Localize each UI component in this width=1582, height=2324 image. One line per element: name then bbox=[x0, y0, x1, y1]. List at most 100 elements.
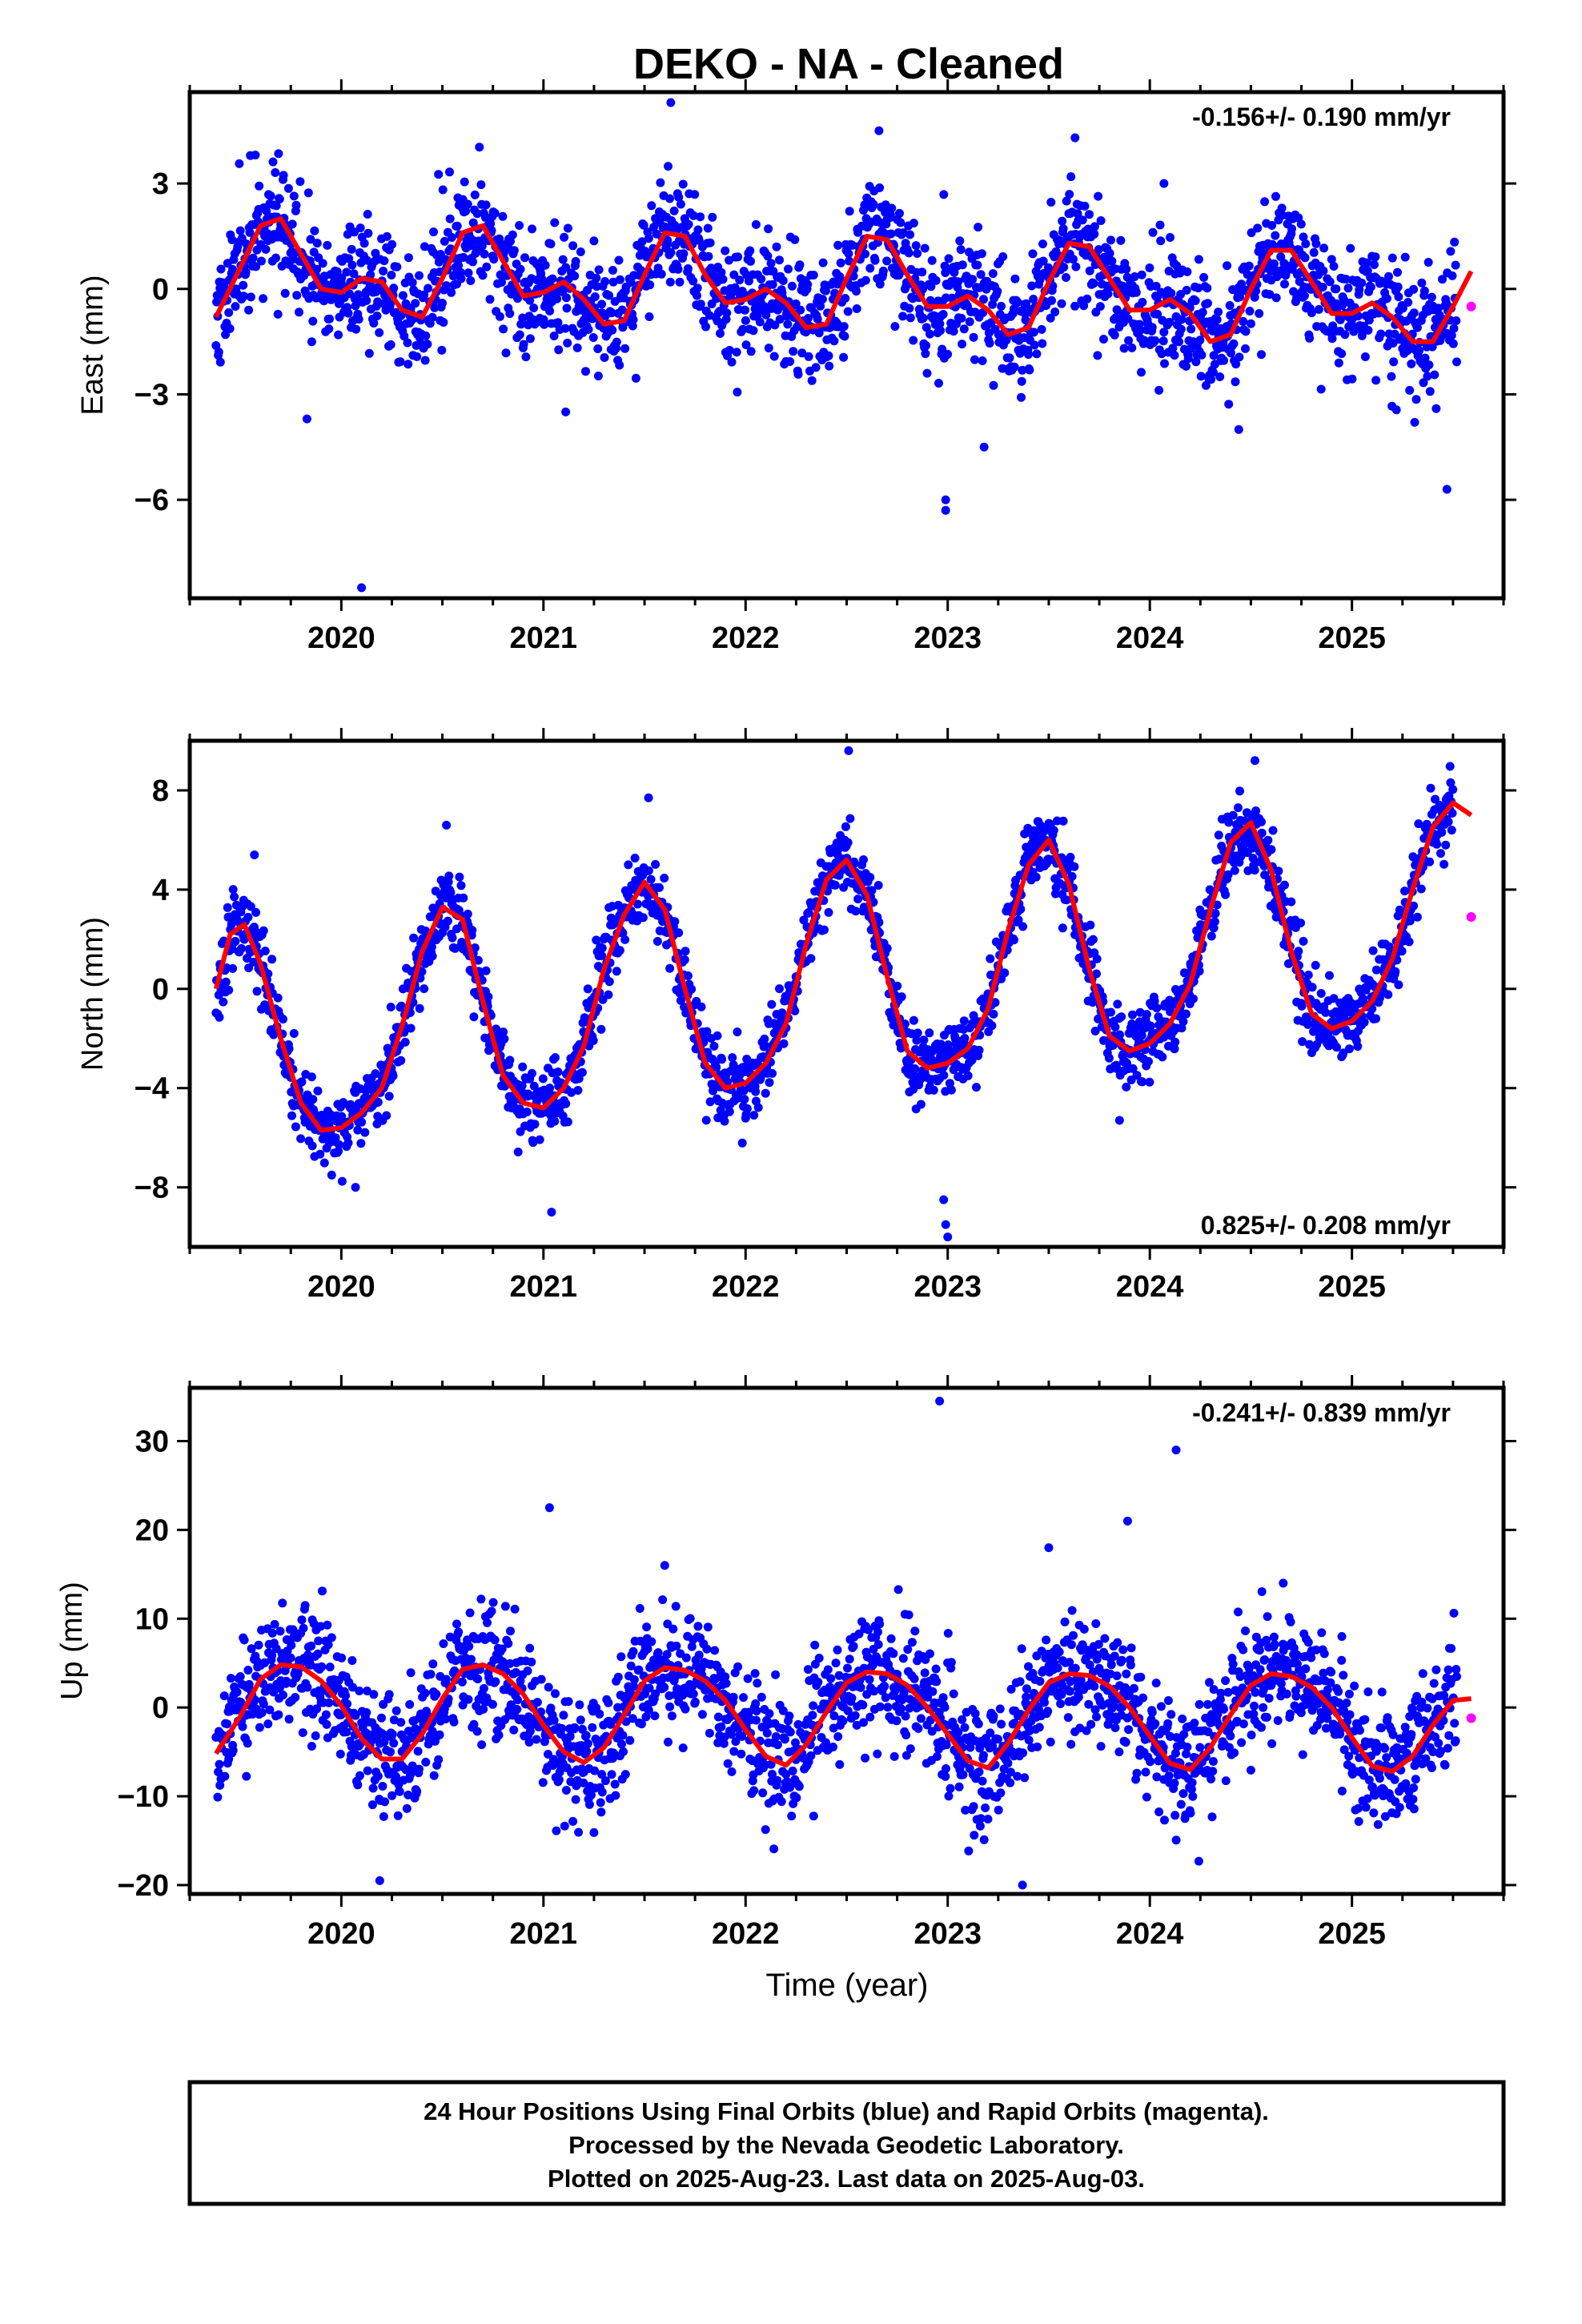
north-daily-point bbox=[343, 1138, 353, 1148]
east-daily-point bbox=[1203, 283, 1212, 293]
north-daily-point bbox=[522, 1108, 532, 1116]
east-daily-point bbox=[1266, 267, 1275, 276]
up-daily-point bbox=[368, 1783, 378, 1793]
east-daily-point bbox=[1156, 236, 1166, 246]
east-daily-point bbox=[375, 328, 384, 337]
east-daily-point bbox=[482, 262, 492, 271]
north-daily-point bbox=[1368, 946, 1378, 955]
up-daily-point bbox=[491, 1677, 500, 1687]
east-daily-point bbox=[931, 275, 941, 285]
east-daily-point bbox=[1424, 360, 1434, 370]
north-daily-point bbox=[448, 933, 457, 943]
east-daily-point bbox=[550, 218, 560, 227]
north-daily-point bbox=[702, 1027, 712, 1036]
east-daily-point bbox=[761, 310, 771, 320]
up-daily-point bbox=[335, 1749, 345, 1759]
east-daily-point bbox=[343, 308, 353, 318]
east-daily-point bbox=[464, 268, 473, 278]
north-rapid-points bbox=[1466, 911, 1476, 922]
east-daily-point bbox=[844, 249, 853, 259]
north-daily-point bbox=[1268, 826, 1278, 835]
east-daily-point bbox=[283, 183, 293, 193]
east-daily-point bbox=[266, 191, 275, 201]
east-daily-point bbox=[497, 278, 506, 287]
east-daily-point bbox=[1257, 350, 1266, 360]
east-daily-point bbox=[268, 157, 278, 167]
east-daily-point bbox=[560, 324, 570, 333]
north-daily-point bbox=[1447, 808, 1457, 818]
figure-title: DEKO - NA - Cleaned bbox=[633, 40, 1064, 88]
east-daily-point bbox=[1085, 266, 1094, 275]
east-daily-point bbox=[1265, 290, 1275, 300]
east-daily-point bbox=[764, 224, 773, 234]
up-daily-point bbox=[396, 1718, 406, 1727]
north-daily-point bbox=[1016, 904, 1026, 914]
east-daily-point bbox=[978, 356, 987, 365]
east-daily-point bbox=[460, 177, 469, 187]
east-daily-point bbox=[411, 299, 420, 308]
east-daily-point bbox=[1182, 267, 1192, 276]
east-daily-point bbox=[895, 208, 904, 218]
east-daily-point bbox=[224, 308, 234, 317]
north-daily-point bbox=[946, 1085, 956, 1095]
north-daily-point bbox=[1267, 845, 1276, 854]
north-daily-point bbox=[243, 912, 253, 922]
east-daily-point bbox=[1099, 335, 1108, 344]
up-daily-point bbox=[369, 1690, 379, 1699]
north-daily-point bbox=[455, 872, 464, 882]
east-daily-point bbox=[1419, 286, 1429, 296]
north-daily-point bbox=[470, 943, 480, 952]
east-daily-point bbox=[470, 190, 480, 199]
north-daily-point bbox=[753, 1103, 763, 1112]
east-daily-point bbox=[1391, 405, 1401, 415]
up-daily-point bbox=[510, 1604, 520, 1614]
east-daily-point bbox=[505, 309, 515, 318]
north-daily-point bbox=[484, 992, 493, 1002]
north-daily-point bbox=[1086, 920, 1095, 930]
up-daily-point bbox=[428, 1659, 438, 1669]
east-daily-point bbox=[1318, 283, 1327, 292]
east-daily-point bbox=[319, 296, 329, 306]
east-daily-point bbox=[896, 218, 905, 227]
north-daily-point bbox=[406, 1023, 416, 1033]
east-daily-point bbox=[581, 367, 590, 376]
north-daily-point bbox=[1030, 830, 1040, 840]
north-daily-point bbox=[779, 1039, 789, 1048]
north-daily-point bbox=[468, 926, 477, 935]
east-daily-point bbox=[701, 322, 710, 332]
east-daily-point bbox=[379, 267, 388, 275]
up-daily-point bbox=[298, 1728, 307, 1738]
north-daily-point bbox=[1446, 778, 1456, 787]
east-daily-point bbox=[1357, 331, 1367, 340]
north-daily-point bbox=[427, 943, 436, 951]
east-daily-point bbox=[1182, 361, 1191, 371]
north-daily-point bbox=[882, 943, 892, 953]
east-daily-point bbox=[1347, 374, 1357, 384]
east-daily-point bbox=[795, 260, 805, 270]
east-daily-point bbox=[938, 310, 948, 319]
east-daily-point bbox=[770, 320, 780, 330]
east-daily-point bbox=[280, 288, 290, 298]
north-x-tick-label: 2022 bbox=[712, 1270, 780, 1304]
north-daily-point bbox=[500, 1034, 509, 1043]
east-daily-point bbox=[1299, 232, 1308, 242]
east-daily-point bbox=[607, 308, 616, 318]
east-daily-point bbox=[787, 281, 797, 291]
east-outlier-point bbox=[979, 442, 989, 452]
north-outlier-point bbox=[943, 1232, 953, 1242]
east-daily-point bbox=[836, 258, 845, 267]
north-daily-point bbox=[1211, 909, 1220, 919]
east-daily-point bbox=[1047, 296, 1056, 305]
east-daily-point bbox=[1231, 360, 1241, 369]
north-daily-point bbox=[1128, 1010, 1137, 1019]
east-daily-point bbox=[626, 278, 636, 287]
north-daily-point bbox=[1221, 890, 1231, 899]
east-daily-point bbox=[275, 195, 284, 203]
east-daily-point bbox=[1147, 323, 1157, 332]
north-daily-point bbox=[1405, 916, 1415, 926]
east-daily-point bbox=[308, 316, 318, 326]
north-daily-point bbox=[228, 963, 238, 973]
up-daily-point bbox=[391, 1771, 400, 1781]
north-daily-point bbox=[929, 1085, 938, 1095]
north-daily-point bbox=[651, 859, 661, 869]
